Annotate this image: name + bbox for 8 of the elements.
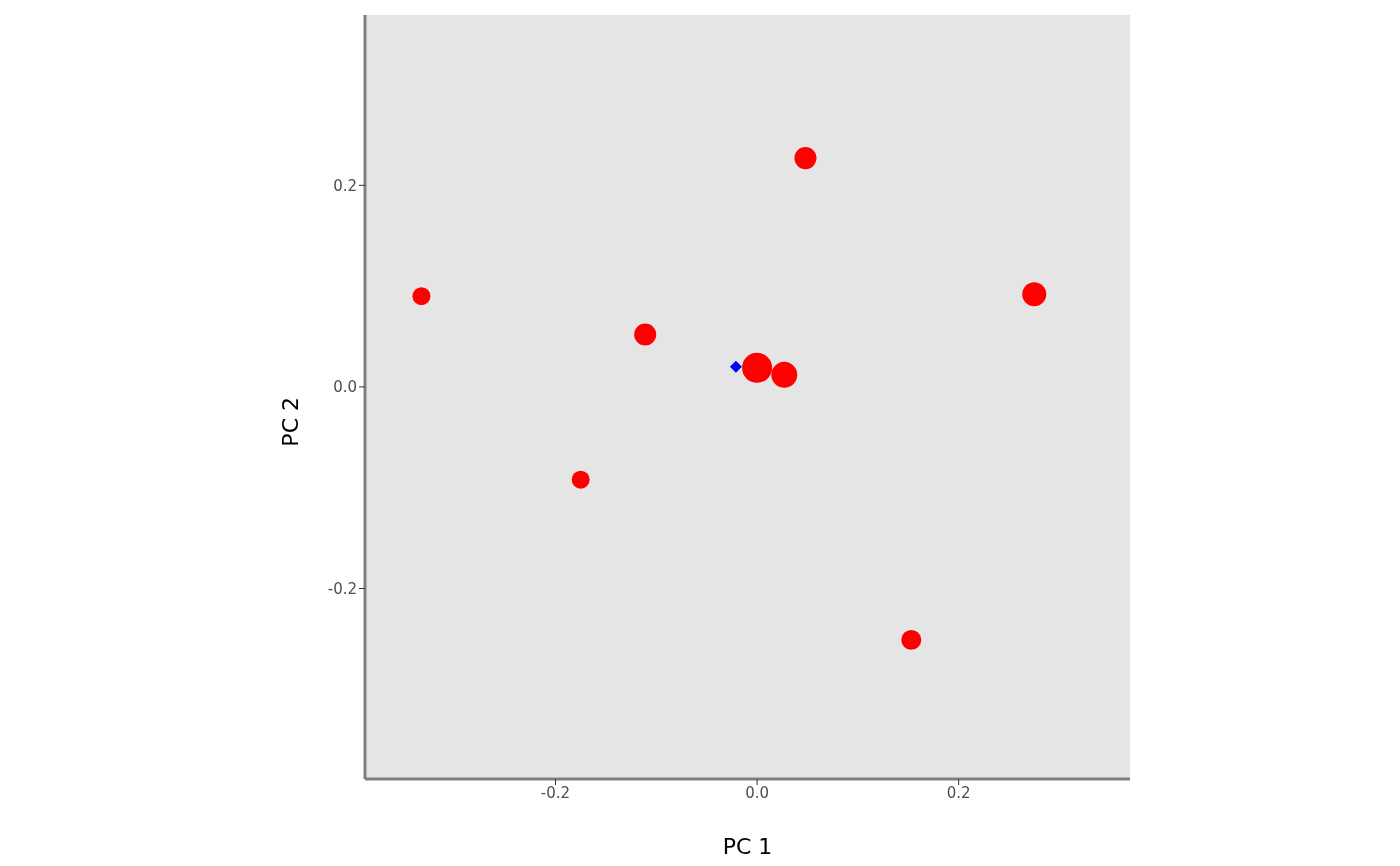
x-tick-label: 0.2 xyxy=(946,783,971,802)
y-axis-title: PC 2 xyxy=(277,397,303,447)
y-tick-label: 0.0 xyxy=(333,378,357,397)
x-axis-title: PC 1 xyxy=(722,834,773,859)
x-tick-label: -0.2 xyxy=(540,783,571,802)
y-tick-label: -0.2 xyxy=(327,579,357,598)
y-tick-label: 0.2 xyxy=(333,176,357,195)
x-tick-label: 0.0 xyxy=(745,783,769,802)
